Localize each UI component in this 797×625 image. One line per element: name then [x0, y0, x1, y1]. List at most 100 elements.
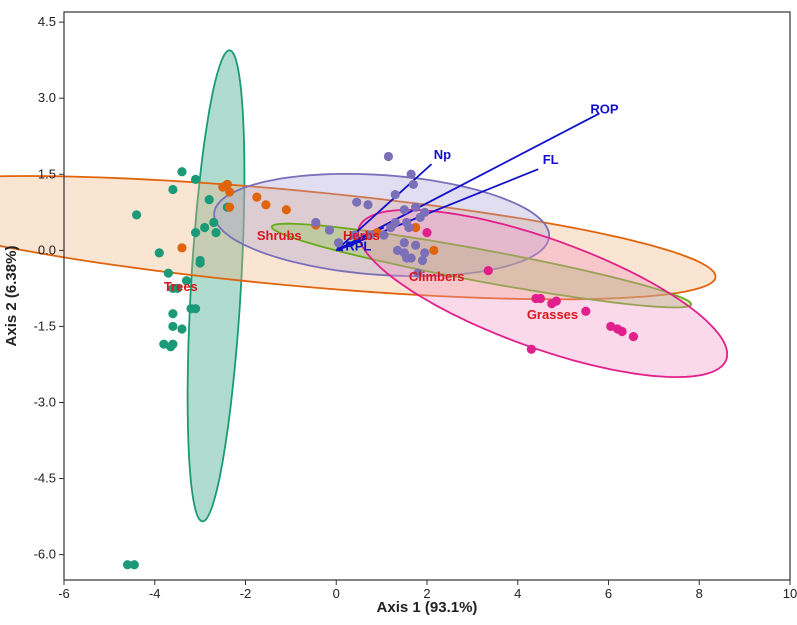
- point-trees: [177, 324, 187, 334]
- y-tick-label: 3.0: [38, 90, 56, 105]
- point-herbs: [408, 179, 418, 190]
- x-tick-label: -4: [149, 586, 161, 601]
- point-trees: [168, 309, 178, 319]
- vector-rop: [335, 112, 600, 252]
- point-trees: [168, 184, 178, 195]
- y-tick-label: -3.0: [34, 395, 56, 410]
- point-trees: [122, 560, 133, 570]
- point-herbs: [411, 240, 421, 250]
- y-tick-label: -4.5: [34, 471, 56, 486]
- point-herbs: [413, 268, 423, 278]
- point-herbs: [420, 248, 430, 258]
- point-grasses: [483, 266, 493, 276]
- y-axis-title: Axis 2 (6.38%): [3, 246, 20, 347]
- point-herbs: [399, 238, 409, 248]
- y-tick-label: -1.5: [34, 318, 56, 333]
- point-trees: [168, 321, 178, 332]
- group-label-trees: Trees: [164, 279, 198, 294]
- point-trees: [186, 304, 196, 314]
- y-tick-label: 4.5: [38, 14, 56, 29]
- vector-arrowhead: [336, 245, 344, 252]
- x-tick-label: 10: [783, 586, 797, 601]
- point-herbs: [417, 255, 428, 266]
- point-herbs: [411, 202, 421, 212]
- y-tick-label: -6.0: [34, 547, 56, 562]
- vector-label-fl: FL: [543, 152, 559, 167]
- point-trees: [177, 167, 187, 177]
- group-label-grasses: Grasses: [527, 307, 578, 322]
- y-tick-label: 0.0: [38, 242, 56, 257]
- point-herbs: [399, 205, 409, 215]
- point-herbs: [406, 169, 416, 179]
- x-tick-label: 8: [696, 586, 703, 601]
- point-grasses: [551, 296, 561, 306]
- group-label-shrubs: Shrubs: [257, 228, 302, 243]
- x-axis-ticks: -6 -4 -2 0 2 4 6 8 10: [58, 580, 797, 601]
- point-trees: [129, 560, 139, 570]
- point-shrubs: [252, 192, 262, 202]
- y-tick-label: 1.5: [38, 166, 56, 181]
- point-herbs: [365, 230, 375, 240]
- point-herbs: [324, 225, 335, 235]
- point-herbs: [379, 230, 389, 240]
- vector-label-rpl: RPL: [345, 238, 371, 253]
- point-trees: [168, 283, 178, 293]
- point-trees: [181, 276, 192, 286]
- x-tick-label: -2: [240, 586, 252, 601]
- y-axis-ticks: 4.5 3.0 1.5 0.0 -1.5 -3.0 -4.5 -6.0: [34, 14, 64, 562]
- point-herbs: [363, 200, 373, 210]
- point-grasses: [526, 344, 536, 354]
- point-trees: [166, 342, 176, 352]
- point-herbs: [390, 217, 400, 228]
- x-tick-label: 4: [514, 586, 521, 601]
- point-trees: [200, 222, 210, 233]
- group-label-climbers: Climbers: [409, 269, 465, 284]
- x-tick-label: 2: [423, 586, 430, 601]
- group-label-herbs: Herbs: [343, 228, 380, 243]
- point-shrubs: [222, 179, 232, 190]
- point-herbs: [390, 189, 400, 200]
- points-layer: [122, 151, 639, 570]
- vector-label-np: Np: [434, 147, 451, 162]
- point-grasses: [617, 326, 627, 337]
- x-tick-label: 6: [605, 586, 612, 601]
- x-tick-label: 0: [333, 586, 340, 601]
- x-tick-label: -6: [58, 586, 70, 601]
- point-shrubs: [281, 205, 291, 215]
- point-shrubs: [225, 187, 235, 197]
- point-trees: [204, 195, 214, 205]
- ellipse-herbs: [213, 172, 550, 278]
- point-trees: [154, 248, 164, 258]
- point-herbs: [352, 197, 362, 207]
- point-shrubs: [411, 222, 421, 233]
- vector-label-rop: ROP: [590, 101, 619, 116]
- point-trees: [190, 174, 201, 184]
- point-trees: [190, 228, 201, 238]
- point-trees: [163, 268, 173, 278]
- point-grasses: [535, 293, 546, 304]
- point-herbs: [383, 151, 394, 162]
- point-shrubs: [429, 245, 439, 255]
- point-trees: [211, 228, 221, 238]
- point-herbs: [349, 230, 359, 240]
- point-shrubs: [177, 243, 187, 253]
- point-trees: [132, 210, 142, 220]
- ellipse-climbers: [270, 222, 693, 309]
- x-axis-title: Axis 1 (93.1%): [377, 599, 478, 616]
- point-trees: [195, 258, 205, 268]
- point-herbs: [333, 238, 344, 248]
- point-herbs: [420, 207, 430, 217]
- point-herbs: [311, 217, 321, 228]
- point-herbs: [406, 253, 416, 263]
- point-shrubs: [261, 200, 271, 210]
- point-herbs: [404, 222, 414, 233]
- label-layer: Trees Shrubs Herbs Climbers Grasses ROP FL Np RP…: [164, 101, 619, 321]
- ellipse-trees: [186, 49, 246, 523]
- point-grasses: [628, 331, 639, 342]
- point-grasses: [422, 228, 432, 238]
- point-trees: [209, 217, 219, 228]
- point-grasses: [581, 306, 591, 316]
- point-shrubs: [225, 202, 235, 212]
